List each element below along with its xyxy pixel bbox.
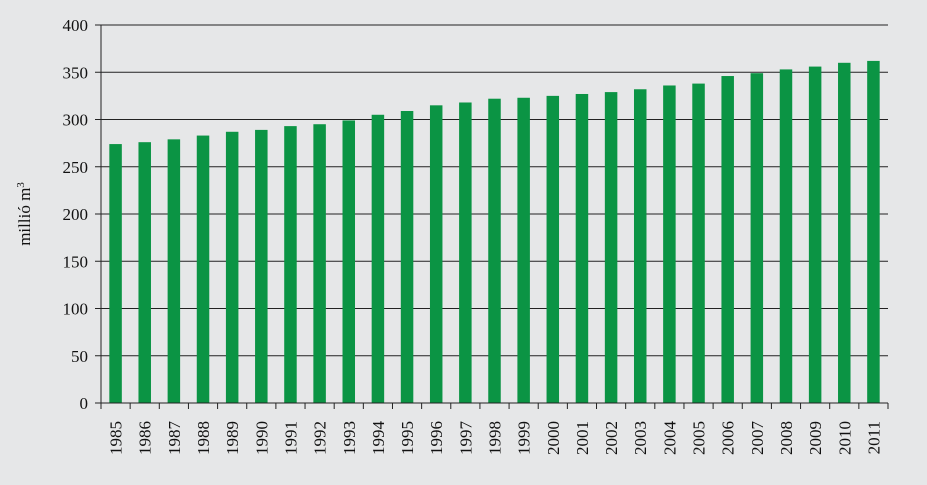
bar-1988 (196, 135, 210, 403)
bars (109, 60, 880, 404)
x-tick-label: 1989 (223, 421, 242, 455)
y-tick-label: 200 (63, 205, 89, 224)
x-tick-label: 2006 (719, 421, 738, 455)
bar-2009 (808, 66, 822, 403)
bar-2001 (575, 93, 589, 404)
bar-1990 (255, 129, 268, 403)
x-tick-labels: 1985 1986 1987 1988 1989 1990 1991 1992 1993 1994… (107, 421, 884, 456)
x-tick-label: 2004 (660, 421, 679, 456)
x-tick-label: 2009 (806, 421, 825, 455)
y-tick-label: 50 (71, 347, 88, 366)
bar-2007 (750, 73, 764, 403)
bar-1993 (342, 120, 356, 403)
bar-1989 (225, 131, 239, 403)
bar-1987 (167, 139, 181, 403)
x-tick-label: 1985 (107, 421, 126, 455)
y-tick-labels: 0 50 100 150 200 250 300 350 400 (63, 16, 89, 413)
x-tick-label: 1997 (456, 421, 475, 456)
bar-1996 (429, 105, 443, 403)
x-tick-label: 1993 (340, 421, 359, 455)
x-tick-label: 1986 (136, 421, 155, 455)
y-tick-label: 350 (63, 63, 89, 82)
bar-1994 (371, 114, 385, 404)
x-tick-label: 2000 (544, 421, 563, 455)
x-tick-label: 1995 (398, 421, 417, 455)
y-axis-title: millió m3 (15, 182, 34, 246)
y-tick-label: 400 (63, 16, 89, 35)
bar-2010 (838, 62, 851, 404)
x-tick-label: 1992 (311, 421, 330, 455)
bar-2011 (867, 60, 880, 403)
bar-1992 (313, 124, 326, 403)
y-tick-label: 100 (63, 300, 89, 319)
bar-1997 (459, 102, 472, 404)
y-tick-label: 250 (63, 158, 89, 177)
bar-1998 (488, 98, 501, 404)
bar-2005 (692, 83, 705, 403)
x-tick-label: 1990 (252, 421, 271, 455)
bar-1985 (109, 144, 122, 403)
x-tick-label: 2005 (690, 421, 709, 455)
bar-1986 (138, 142, 151, 403)
x-tick-label: 1998 (486, 421, 505, 455)
x-tick-label: 2003 (631, 421, 650, 455)
x-tick-label: 2010 (835, 421, 854, 455)
x-tick-label: 1987 (165, 421, 184, 456)
bar-2008 (779, 69, 793, 403)
bar-1991 (284, 126, 297, 404)
x-tick-label: 1994 (369, 421, 388, 456)
x-tick-label: 2002 (602, 421, 621, 455)
bar-2006 (721, 76, 734, 403)
y-tick-label: 300 (63, 111, 89, 130)
bar-2004 (663, 85, 676, 403)
x-tick-label: 2007 (748, 421, 767, 456)
axes (95, 24, 889, 409)
y-tick-label: 150 (63, 252, 89, 271)
x-tick-label: 1991 (281, 421, 300, 455)
x-tick-label: 1999 (515, 421, 534, 455)
bar-2003 (633, 89, 647, 403)
x-tick-label: 1996 (427, 421, 446, 455)
bar-2002 (604, 92, 618, 403)
x-tick-label: 2011 (864, 421, 883, 454)
x-tick-label: 2008 (777, 421, 796, 455)
x-tick-label: 2001 (573, 421, 592, 455)
bar-1995 (400, 110, 414, 404)
bar-2000 (546, 95, 560, 403)
bar-1999 (517, 97, 530, 403)
x-tick-label: 1988 (194, 421, 213, 455)
y-tick-label: 0 (80, 394, 89, 413)
